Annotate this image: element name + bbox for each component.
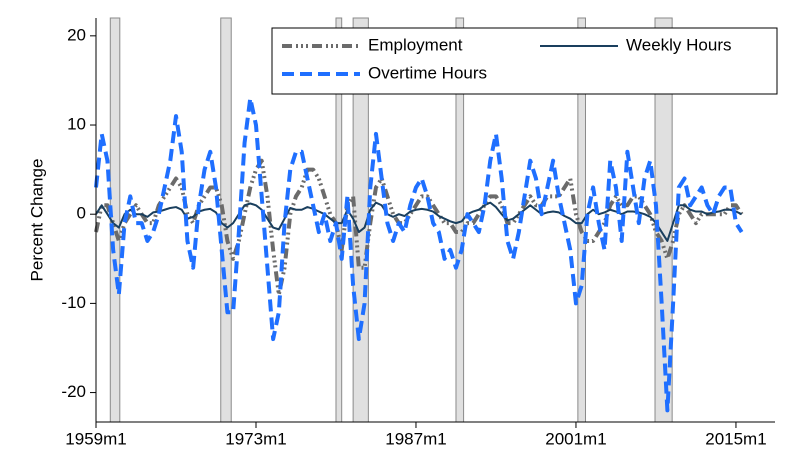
y-tick-label: 20 — [67, 25, 86, 44]
x-tick-label: 2001m1 — [545, 429, 606, 448]
series-line — [94, 158, 744, 297]
legend-label: Weekly Hours — [626, 35, 732, 54]
x-tick-label: 1973m1 — [225, 429, 286, 448]
legend-label: Overtime Hours — [368, 63, 487, 82]
y-tick-label: -20 — [61, 382, 86, 401]
series-line — [94, 96, 744, 413]
y-tick-label: 0 — [77, 204, 86, 223]
x-tick-label: 1987m1 — [385, 429, 446, 448]
y-tick-label: 10 — [67, 115, 86, 134]
y-tick-label: -10 — [61, 293, 86, 312]
y-axis-label: Percent Change — [27, 159, 46, 282]
legend-label: Employment — [368, 35, 463, 54]
series-line — [95, 201, 743, 242]
x-tick-label: 2015m1 — [705, 429, 766, 448]
x-tick-label: 1959m1 — [65, 429, 126, 448]
legend-box — [271, 27, 778, 95]
